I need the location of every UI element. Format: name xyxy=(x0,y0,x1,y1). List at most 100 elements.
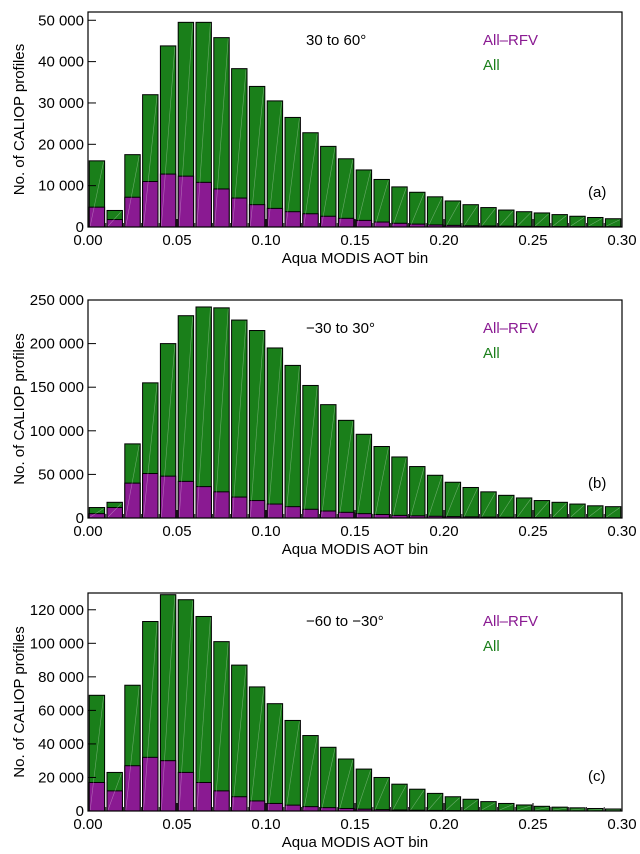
panel-a-bar-hatch xyxy=(588,218,603,227)
panel-b-bar-hatch xyxy=(90,508,104,518)
panel-a-bar-all-rfv xyxy=(88,206,106,228)
panel-a-x-tick-label: 0.30 xyxy=(607,232,636,249)
panel-b-bar-all-rfv xyxy=(248,500,266,519)
panel-c-bar-hatch xyxy=(428,794,443,811)
panel-b-bar-hatch xyxy=(588,506,603,518)
panel-b-bar-all-rfv xyxy=(302,508,319,519)
panel-c-y-tick-label: 80 000 xyxy=(38,669,84,686)
panel-b-bar-hatch xyxy=(267,348,282,518)
panel-a-bar-hatch xyxy=(481,208,496,227)
panel-c-bar-hatch xyxy=(250,687,265,811)
panel-b-y-tick-label: 100 000 xyxy=(30,423,84,440)
panel-c-legend-all: All xyxy=(483,638,500,655)
panel-c-x-tick-label: 0.10 xyxy=(251,816,280,833)
panel-b-bar-all-rfv xyxy=(124,482,141,519)
panel-c-bar-all-rfv xyxy=(195,781,212,812)
panel-a-x-tick-label: 0.10 xyxy=(251,232,280,249)
panel-c-bar-hatch xyxy=(196,617,211,811)
panel-b-bar-hatch xyxy=(499,496,514,518)
panel-c-legend-all-rfv: All–RFV xyxy=(483,613,538,630)
panel-a: 0.00 0.05 0.10 0.15 0.20 0.25 0.30 0 10 000 20 0… xyxy=(11,11,637,267)
panel-b-bar-hatch xyxy=(161,344,176,518)
panel-c-bar-hatch xyxy=(374,778,389,811)
panel-c-panel-label: (c) xyxy=(588,768,606,785)
panel-c-bar-hatch xyxy=(570,808,585,811)
panel-c-bar-hatch xyxy=(588,809,603,811)
panel-c-bar-hatch xyxy=(552,807,567,811)
panel-b-x-axis: 0.00 0.05 0.10 0.15 0.20 0.25 0.30 xyxy=(73,510,637,540)
panel-c-x-tick-label: 0.15 xyxy=(340,816,369,833)
panel-c-bar-hatch xyxy=(214,642,229,811)
panel-a-legend-all-rfv: All–RFV xyxy=(483,32,538,49)
panel-c-bar-hatch xyxy=(463,800,478,811)
panel-c-y-tick-label: 120 000 xyxy=(30,602,84,619)
panel-b-bar-hatch xyxy=(606,507,620,518)
panel-a-region-label: 30 to 60° xyxy=(306,32,366,49)
panel-c-bar-hatch xyxy=(267,704,282,811)
panel-c-y-tick-label: 40 000 xyxy=(38,736,84,753)
panel-b-bar-hatch xyxy=(178,316,193,518)
panel-b-y-axis: 0 50 000 100 000 150 000 200 000 250 000 xyxy=(30,292,96,527)
panel-a-bar-hatch xyxy=(214,38,229,227)
panel-c-x-tick-label: 0.05 xyxy=(162,816,191,833)
panel-c-y-tick-label: 20 000 xyxy=(38,769,84,786)
panel-c-bar-all-rfv xyxy=(106,790,123,812)
panel-c-bar-hatch xyxy=(232,666,247,811)
panel-c-bar-hatch xyxy=(499,804,514,811)
panel-a-y-tick-label: 10 000 xyxy=(38,178,84,195)
panel-c-y-axis: 0 20 000 40 000 60 000 80 000 100 000 120 000 xyxy=(30,602,96,820)
panel-c-y-tick-label: 0 xyxy=(76,803,84,820)
panel-b-x-axis-label: Aqua MODIS AOT bin xyxy=(282,541,428,558)
panel-a-x-tick-label: 0.20 xyxy=(429,232,458,249)
panel-b-bar-hatch xyxy=(214,308,229,518)
panel-b-panel-label: (b) xyxy=(588,475,606,492)
panel-c-x-tick-label: 0.30 xyxy=(607,816,636,833)
panel-b-bar-all-rfv xyxy=(142,473,159,519)
panel-c-bar-hatch xyxy=(356,769,371,811)
panel-b-bars xyxy=(88,306,622,519)
panel-b-y-axis-label: No. of CALIOP profiles xyxy=(11,333,28,484)
panel-b-bar-hatch xyxy=(250,331,265,518)
panel-a-bar-hatch xyxy=(196,23,211,227)
panel-b-bar-hatch xyxy=(463,488,478,518)
panel-c-bar-hatch xyxy=(517,805,531,811)
panel-c: 0.00 0.05 0.10 0.15 0.20 0.25 0.30 0 20 000 40 0… xyxy=(11,592,637,851)
panel-b-bar-all-rfv xyxy=(266,503,284,519)
panel-b-x-tick-label: 0.10 xyxy=(251,523,280,540)
panel-a-bar-hatch xyxy=(321,147,336,227)
panel-a-bar-hatch xyxy=(374,180,389,227)
panel-c-bar-hatch xyxy=(535,807,549,811)
panel-a-y-tick-label: 20 000 xyxy=(38,136,84,153)
panel-b-x-tick-label: 0.00 xyxy=(73,523,102,540)
panel-b-bar-hatch xyxy=(374,447,389,518)
panel-a-panel-label: (a) xyxy=(588,184,606,201)
panel-a-bar-hatch xyxy=(499,210,514,227)
panel-b-legend-all-rfv: All–RFV xyxy=(483,320,538,337)
panel-b-x-tick-label: 0.25 xyxy=(518,523,547,540)
panel-a-bar-hatch xyxy=(356,170,371,227)
panel-b-x-tick-label: 0.20 xyxy=(429,523,458,540)
panel-c-bar-hatch xyxy=(125,686,140,811)
panel-b-bar-all-rfv xyxy=(106,507,123,519)
panel-a-bar-hatch xyxy=(463,205,478,227)
panel-c-x-axis: 0.00 0.05 0.10 0.15 0.20 0.25 0.30 xyxy=(73,803,637,833)
panel-a-bar-hatch xyxy=(161,46,176,227)
panel-b-bar-all-rfv xyxy=(355,513,373,519)
panel-a-bar-hatch xyxy=(606,219,620,227)
panel-b-bar-hatch xyxy=(410,467,425,518)
panel-c-bar-hatch xyxy=(339,759,354,811)
panel-a-y-tick-label: 50 000 xyxy=(38,12,84,29)
panel-b-bar-hatch xyxy=(196,307,211,518)
panel-b-bar-hatch xyxy=(125,444,140,518)
panel-c-bar-all-rfv xyxy=(284,804,301,812)
panel-a-y-tick-label: 0 xyxy=(76,219,84,236)
panel-a-bar-hatch xyxy=(392,187,407,227)
panel-a-bar-hatch xyxy=(517,212,532,227)
panel-a-y-axis: 0 10 000 20 000 30 000 40 000 50 000 xyxy=(38,12,96,236)
panel-b-region-label: −30 to 30° xyxy=(306,320,375,337)
panel-c-y-axis-label: No. of CALIOP profiles xyxy=(11,626,28,777)
panel-c-bar-hatch xyxy=(285,721,300,811)
panel-b-bar-hatch xyxy=(570,504,585,518)
panel-a-bar-hatch xyxy=(107,211,122,227)
panel-c-bar-hatch xyxy=(161,595,176,811)
